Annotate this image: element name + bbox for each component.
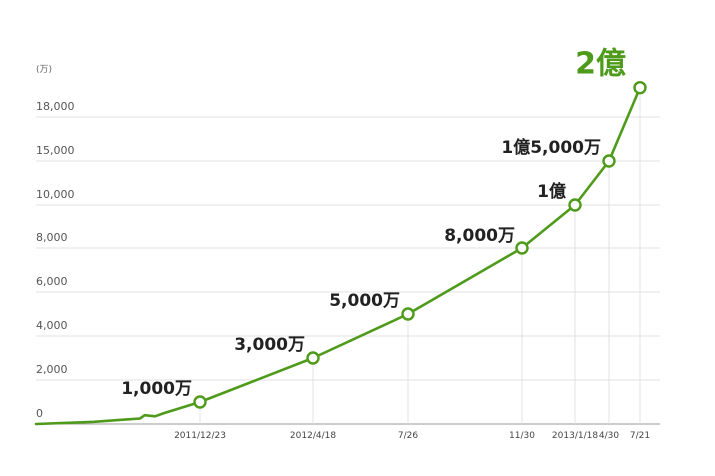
x-tick-label: 2011/12/23 [174, 431, 226, 441]
y-tick-label: 0 [36, 407, 43, 420]
y-tick-label: 15,000 [36, 144, 75, 157]
x-tick-label: 11/30 [509, 431, 535, 441]
y-tick-label: 8,000 [36, 231, 68, 244]
x-tick-label: 7/26 [398, 431, 418, 441]
grid-lines [36, 116, 660, 425]
x-axis: 2011/12/23 2012/4/18 7/26 11/30 2013/1/18 4/3… [174, 431, 650, 441]
data-point-marker [401, 307, 415, 321]
data-point-marker [515, 241, 529, 255]
data-label: 1億5,000万 [501, 137, 601, 158]
data-point-marker [306, 351, 320, 365]
data-points [193, 80, 647, 409]
y-tick-label: 10,000 [36, 188, 75, 201]
data-point-marker [568, 198, 582, 212]
y-tick-label: 4,000 [36, 319, 68, 332]
data-label: 2億 [575, 47, 626, 82]
y-axis-unit-label: (万) [36, 65, 52, 75]
y-tick-label: 18,000 [36, 100, 75, 113]
y-tick-label: 2,000 [36, 363, 68, 376]
data-label: 1,000万 [121, 379, 192, 399]
x-tick-label: 2012/4/18 [290, 431, 336, 441]
data-point-marker [633, 80, 647, 95]
x-tick-label: 2013/1/18 [552, 431, 598, 441]
data-label: 5,000万 [329, 291, 400, 311]
data-labels: 1,000万 3,000万 5,000万 8,000万 1億 1億5,000万 2億 [121, 47, 626, 399]
y-tick-label: 6,000 [36, 275, 68, 288]
data-label: 8,000万 [444, 226, 515, 246]
data-label: 1億 [537, 181, 566, 202]
x-tick-label: 4/30 [599, 431, 619, 441]
x-tick-label: 7/21 [630, 431, 650, 441]
data-point-marker [602, 154, 616, 168]
y-axis: 0 2,000 4,000 6,000 8,000 10,000 15,000 18,000 [36, 100, 75, 420]
data-point-marker [193, 395, 207, 409]
data-label: 3,000万 [234, 335, 305, 355]
x-guide-lines [199, 87, 641, 424]
